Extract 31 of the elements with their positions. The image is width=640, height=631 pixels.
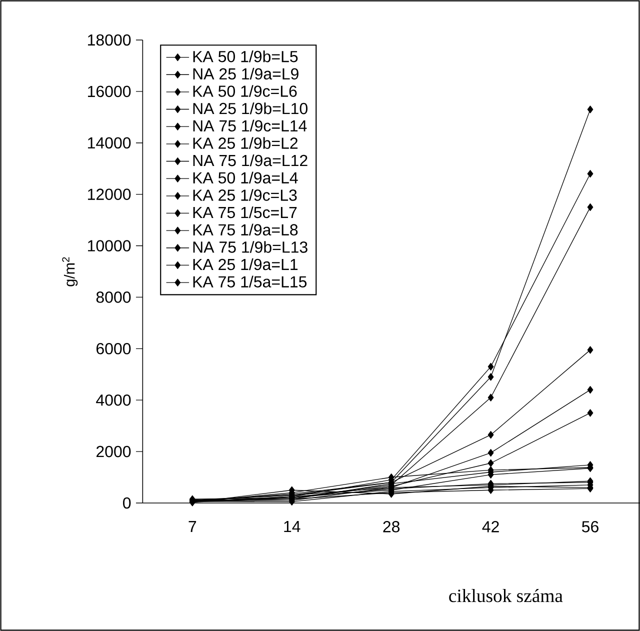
legend-label: KA 50 1/9c=L6 <box>193 85 297 97</box>
y-tick-label: 14000 <box>88 137 131 149</box>
y-axis-title: g/m$^{2}$ <box>62 257 78 286</box>
legend-label: KA 25 1/9c=L3 <box>193 189 297 201</box>
y-tick-label: 6000 <box>96 342 131 354</box>
legend-label: NA 25 1/9b=L10 <box>193 102 308 114</box>
legend-label: KA 50 1/9a=L4 <box>193 172 298 184</box>
legend-label: KA 75 1/5c=L7 <box>193 206 297 218</box>
legend-label: KA 75 1/5a=L15 <box>193 276 307 288</box>
legend-label: NA 25 1/9a=L9 <box>193 68 298 80</box>
y-tick-label: 2000 <box>96 446 131 458</box>
y-tick-label: 18000 <box>88 34 131 46</box>
legend-label: KA 50 1/9b=L5 <box>193 50 298 62</box>
y-tick-label: 4000 <box>96 394 131 406</box>
legend-label: NA 75 1/9c=L14 <box>193 120 307 132</box>
x-axis-title: ciklusok száma <box>449 588 563 602</box>
y-tick-label: 0 <box>123 497 131 509</box>
y-tick-label: 10000 <box>88 240 131 252</box>
y-tick-label: 16000 <box>88 86 131 98</box>
x-tick-label: 56 <box>582 521 598 532</box>
legend-label: KA 25 1/9b=L2 <box>193 137 298 149</box>
legend-label: NA 75 1/9b=L13 <box>193 241 308 253</box>
x-tick-label: 14 <box>284 521 300 532</box>
legend-label: KA 75 1/9a=L8 <box>193 224 298 236</box>
legend-label: NA 75 1/9a=L12 <box>193 154 308 166</box>
y-tick-label: 12000 <box>88 188 131 200</box>
legend-label: KA 25 1/9a=L1 <box>193 258 298 270</box>
x-tick-label: 7 <box>188 521 196 532</box>
y-tick-label: 8000 <box>96 292 131 303</box>
x-tick-label: 42 <box>482 521 499 532</box>
x-tick-label: 28 <box>383 521 400 532</box>
